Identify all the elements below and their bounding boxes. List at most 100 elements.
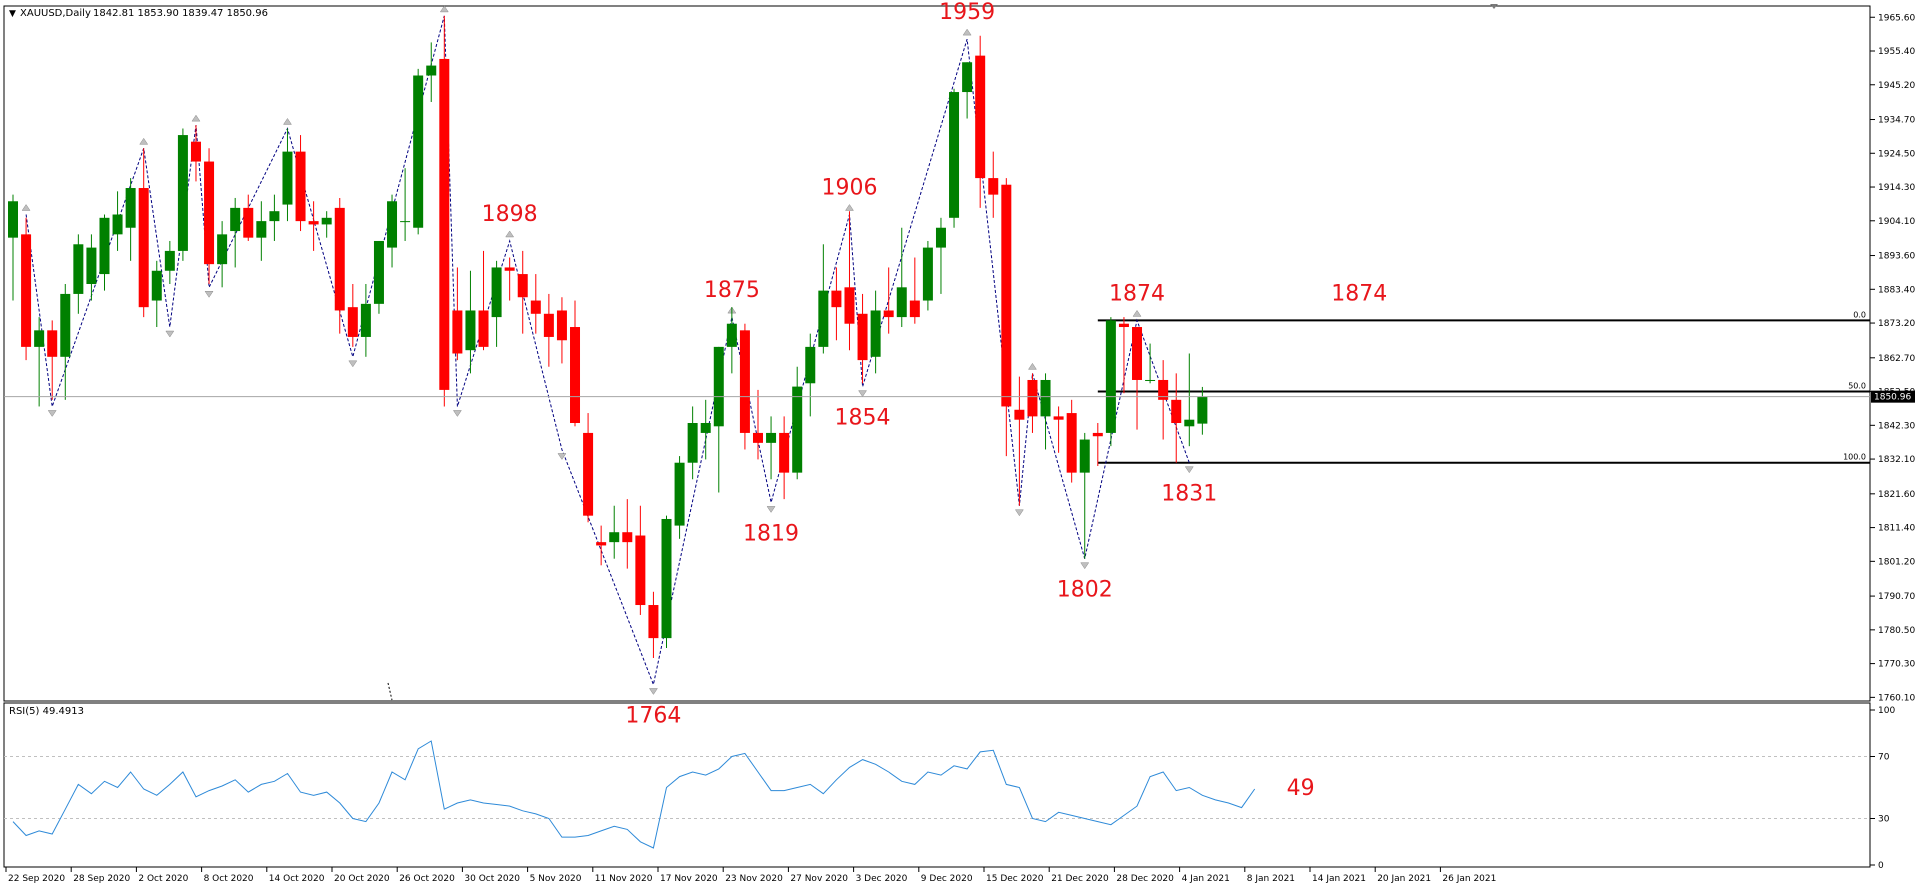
price-annotation-label: 1802 <box>1057 578 1113 603</box>
candle-body <box>1053 416 1064 420</box>
zigzag-marker-icon <box>845 204 854 211</box>
rsi-pane <box>3 702 1871 868</box>
price-tick-label: 1862.70 <box>1878 354 1915 364</box>
candle-body <box>138 188 149 308</box>
fib-level-label: 100.0 <box>1843 453 1866 462</box>
time-tick-label: 26 Jan 2021 <box>1442 874 1496 884</box>
zigzag-marker-icon <box>439 5 449 13</box>
candle-body <box>1105 320 1116 433</box>
time-tick-label: 8 Oct 2020 <box>204 874 254 884</box>
candle-body <box>962 62 973 93</box>
price-pane <box>3 5 1871 702</box>
rsi-line <box>12 740 1256 849</box>
candle-body <box>896 287 907 318</box>
time-tick-label: 5 Nov 2020 <box>530 874 582 884</box>
price-tick-label: 1842.30 <box>1878 421 1915 431</box>
candle-body <box>1197 396 1208 424</box>
time-tick-label: 20 Oct 2020 <box>334 874 390 884</box>
candle-body <box>190 141 201 162</box>
current-price-label: 1850.96 <box>1874 393 1911 403</box>
candle-body <box>779 432 790 473</box>
price-annotation-label: 1875 <box>704 278 760 303</box>
price-tick-label: 1955.40 <box>1878 47 1915 57</box>
price-tick-label: 1945.20 <box>1878 81 1915 91</box>
candle-body <box>34 330 45 347</box>
candle-body <box>1184 419 1195 427</box>
candle-body <box>1171 399 1182 423</box>
rsi-indicator: 100 70 30 0 49 <box>4 706 1895 871</box>
candle-body <box>1027 379 1038 417</box>
candle-body <box>752 432 763 443</box>
candle-body <box>504 267 515 271</box>
candle-body <box>988 178 999 195</box>
candle-body <box>269 211 280 222</box>
candle-body <box>909 300 920 318</box>
candle-body <box>1145 379 1156 381</box>
candle-body <box>844 287 855 324</box>
zigzag-marker-icon <box>1014 509 1024 517</box>
zigzag-marker-icon <box>139 137 149 145</box>
candle-body <box>413 75 424 228</box>
symbol-collapse-icon[interactable]: ▼ <box>9 9 16 19</box>
candle-body <box>975 55 986 179</box>
fib-level-label: 0.0 <box>1853 310 1866 319</box>
candle-body <box>583 432 594 516</box>
candle-body <box>935 227 946 248</box>
candle-body <box>112 214 123 235</box>
price-tick-label: 1883.40 <box>1878 285 1915 295</box>
price-annotations: 1898 1875 1906 1959 1874 1874 1764 1819 1854 1802… <box>482 0 1388 728</box>
candle-body <box>818 290 829 347</box>
zigzag-marker-icon <box>348 360 358 368</box>
zigzag-marker-icon <box>47 410 57 417</box>
candle-body <box>282 151 293 205</box>
candle-body <box>491 267 502 318</box>
candle-body <box>334 207 345 311</box>
price-tick-label: 1873.20 <box>1878 319 1915 329</box>
candle-body <box>177 135 188 251</box>
current-price-tag <box>1871 390 1915 403</box>
candle-body <box>86 247 97 284</box>
zigzag-marker-icon <box>283 118 292 125</box>
candle-body <box>60 293 71 357</box>
time-tick-label: 23 Nov 2020 <box>725 874 783 884</box>
rsi-tick-label: 70 <box>1878 753 1890 763</box>
candle-body <box>661 518 672 639</box>
candle-body <box>1092 432 1103 437</box>
candle-body <box>321 217 332 225</box>
candle-body <box>1001 184 1012 407</box>
time-tick-label: 17 Nov 2020 <box>660 874 718 884</box>
fib-level-label: 50.0 <box>1848 382 1866 391</box>
rsi-value-annotation: 49 <box>1287 776 1315 801</box>
candle-body <box>465 310 476 351</box>
time-tick-label: 20 Jan 2021 <box>1377 874 1431 884</box>
candle-body <box>8 201 18 238</box>
candle-body <box>883 310 894 318</box>
price-annotation-label: 1854 <box>835 406 891 431</box>
candle-body <box>766 432 777 443</box>
scroll-shift-marker-icon[interactable] <box>1490 4 1498 9</box>
time-tick-label: 8 Jan 2021 <box>1247 874 1295 884</box>
candle-body <box>243 207 254 238</box>
price-annotation-label: 1959 <box>939 0 995 25</box>
zigzag-marker-icon <box>165 330 175 338</box>
fibonacci-retracement[interactable]: 0.0 50.0 100.0 <box>1097 310 1870 464</box>
candle-body <box>1158 379 1169 400</box>
time-tick-label: 11 Nov 2020 <box>595 874 653 884</box>
candle-body <box>949 92 960 218</box>
rsi-tick-label: 30 <box>1878 815 1890 825</box>
price-tick-label: 1790.70 <box>1878 592 1915 602</box>
candle-body <box>347 307 358 337</box>
price-annotation-label: 1819 <box>743 521 799 546</box>
price-tick-label: 1832.10 <box>1878 455 1915 465</box>
zigzag-marker-icon <box>204 291 214 298</box>
candle-body <box>609 532 620 543</box>
zigzag-marker-icon <box>1132 309 1142 317</box>
drawing-fragment <box>387 682 393 701</box>
candle-body <box>452 310 463 354</box>
candle-body <box>792 386 803 473</box>
candle-body <box>204 161 215 265</box>
zigzag-marker-icon <box>766 506 776 513</box>
time-tick-label: 28 Sep 2020 <box>73 874 130 884</box>
